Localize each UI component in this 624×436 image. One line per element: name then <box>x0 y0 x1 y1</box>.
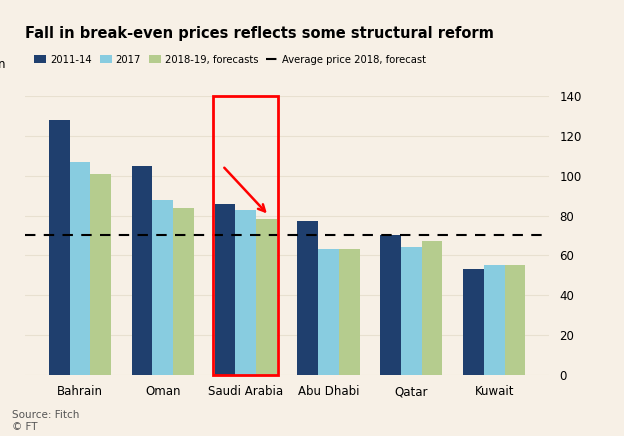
Bar <box>213 96 278 375</box>
Text: Source: Fitch
© FT: Source: Fitch © FT <box>12 410 80 432</box>
Bar <box>380 235 401 375</box>
Text: Fall in break-even prices reflects some structural reform: Fall in break-even prices reflects some … <box>25 26 494 41</box>
Bar <box>215 204 235 375</box>
Bar <box>422 242 442 375</box>
Bar <box>505 266 525 375</box>
Bar <box>235 210 256 375</box>
Bar <box>173 208 194 375</box>
Bar <box>256 219 276 375</box>
Legend: 2011-14, 2017, 2018-19, forecasts, Average price 2018, forecast: 2011-14, 2017, 2018-19, forecasts, Avera… <box>30 51 431 69</box>
Bar <box>49 120 69 375</box>
Bar <box>318 249 339 375</box>
Bar <box>401 247 422 375</box>
Bar <box>463 269 484 375</box>
Bar <box>339 249 359 375</box>
Bar <box>152 200 173 375</box>
Bar <box>90 174 111 375</box>
Bar <box>69 162 90 375</box>
Bar <box>484 266 505 375</box>
Bar <box>132 166 152 375</box>
Text: $bn: $bn <box>0 58 6 71</box>
Bar <box>298 221 318 375</box>
